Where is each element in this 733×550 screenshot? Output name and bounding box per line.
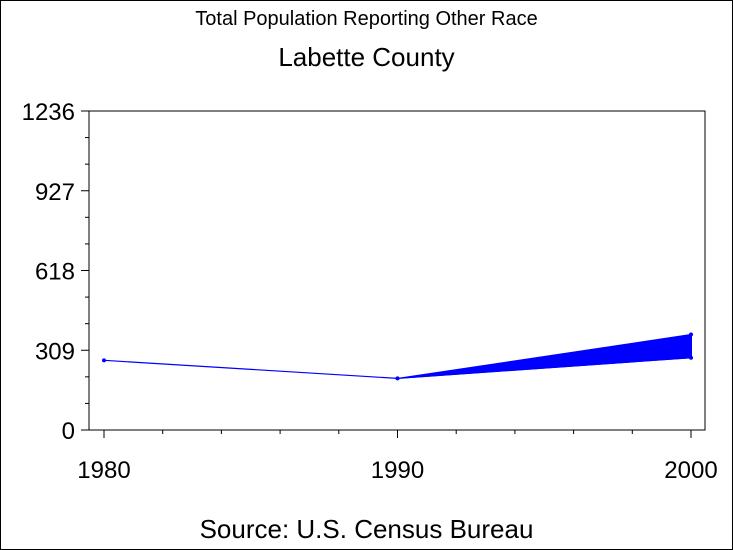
x-tick-label: 1980	[77, 457, 130, 484]
y-tick-label: 618	[35, 259, 75, 286]
x-tick-label: 1990	[371, 457, 424, 484]
y-tick-label: 1236	[22, 99, 75, 126]
chart-subtitle: Labette County	[278, 42, 455, 72]
series-range-area	[397, 333, 692, 379]
data-point	[689, 355, 693, 360]
data-point	[395, 376, 400, 381]
data-point	[689, 332, 693, 337]
chart-source: Source: U.S. Census Bureau	[199, 514, 534, 544]
plot-area	[88, 110, 706, 431]
y-tick-label: 0	[62, 418, 75, 445]
chart-title: Total Population Reporting Other Race	[195, 8, 538, 30]
y-tick-label: 927	[35, 179, 75, 206]
x-tick-label: 2000	[664, 457, 717, 484]
data-point	[102, 358, 106, 363]
y-tick-label: 309	[35, 338, 75, 365]
